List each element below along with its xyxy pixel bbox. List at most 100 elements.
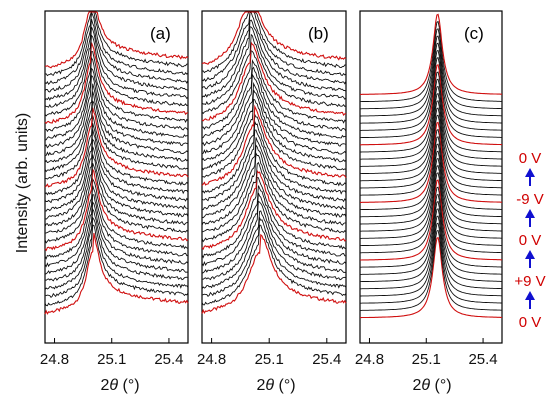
panel-a-trace-3: [44, 207, 189, 291]
panel-c-trace-18: [360, 107, 502, 189]
panel-b-trace-29: [201, 11, 347, 83]
panel-b-trace-6: [201, 185, 346, 267]
panel-c-trace-15: [360, 128, 502, 211]
panel-a-trace-6: [44, 185, 189, 268]
panel-c-trace-27: [360, 42, 502, 124]
panel-b-trace-27: [201, 19, 347, 99]
panel-b-trace-19: [201, 81, 347, 162]
panel-b-trace-23: [201, 49, 347, 130]
panel-a-trace-11: [44, 146, 189, 227]
panel-a-trace-26: [44, 26, 189, 108]
voltage-label-bottom: 0 V: [519, 314, 542, 331]
panel-c-x-tick-label: 25.1: [412, 351, 441, 368]
panel-c-trace-22: [360, 78, 502, 160]
panel-c-trace-29: [360, 28, 502, 110]
panel-c-trace-6: [360, 193, 502, 275]
panel-c-trace-1: [360, 229, 502, 311]
panel-a-trace-22: [44, 56, 189, 141]
panel-b-trace-15: [201, 112, 347, 194]
panel-a-trace-15: [44, 115, 189, 196]
panel-a-x-ticks: 24.8 25.1 25.4: [40, 338, 184, 368]
panel-a-trace-28: [44, 11, 189, 93]
panel-b-trace-11: [201, 144, 347, 226]
panel-b-trace-1: [201, 224, 347, 306]
panel-b-traces: [201, 11, 347, 315]
panel-b-trace-28: [201, 11, 347, 90]
panel-b-trace-22: [201, 59, 347, 139]
panel-c-trace-23: [360, 71, 502, 153]
panel-a-trace-31: [45, 11, 189, 69]
panel-c-trace-28: [360, 35, 502, 117]
panel-b: (b) 24.8 25.1 25.4 2θ (°): [197, 10, 347, 394]
panel-a-trace-18: [44, 91, 189, 173]
arrow-up-icon: [525, 291, 535, 309]
panel-a-trace-16: [44, 107, 189, 188]
panel-a-trace-19: [44, 83, 189, 164]
panel-b-x-axis-title: 2θ (°): [256, 377, 295, 394]
panel-a-x-tick-label: 25.4: [154, 351, 183, 368]
panel-c: (c) 24.8 25.1 25.4 2θ (°): [355, 10, 503, 394]
panel-b-tag: (b): [308, 24, 329, 43]
panel-b-trace-17: [201, 98, 347, 178]
panel-c-trace-5: [360, 200, 502, 283]
panel-c-frame: [359, 10, 503, 344]
panel-b-trace-14: [201, 121, 347, 202]
panel-a-tag: (a): [150, 24, 171, 43]
panel-b-trace-5: [201, 192, 347, 274]
panel-c-trace-3: [360, 215, 502, 297]
panel-a-trace-27: [44, 18, 189, 101]
panel-a-trace-12: [44, 138, 189, 220]
panel-a-trace-30: [44, 11, 188, 77]
panel-a-trace-5: [44, 194, 189, 275]
arrow-up-icon: [525, 209, 535, 227]
panel-a-trace-8: [44, 167, 189, 252]
panel-c-trace-16: [360, 121, 502, 203]
voltage-label-minus9: -9 V: [516, 191, 544, 208]
panel-b-trace-9: [201, 161, 347, 243]
panel-c-trace-14: [360, 136, 502, 218]
voltage-label-zero-mid: 0 V: [519, 232, 542, 249]
panel-b-trace-25: [201, 33, 347, 115]
panel-c-trace-0: [360, 236, 502, 319]
panel-b-trace-26: [201, 26, 347, 105]
panel-b-x-tick-label: 24.8: [197, 351, 226, 368]
arrow-up-icon: [525, 250, 535, 268]
panel-a-trace-17: [44, 100, 189, 180]
voltage-sequence: 0 V -9 V 0 V +9 V 0 V: [514, 150, 545, 331]
panel-a-trace-0: [44, 232, 189, 315]
panel-b-trace-13: [201, 129, 347, 211]
panel-a-trace-4: [44, 201, 189, 282]
panel-c-traces: [360, 13, 502, 319]
panel-c-trace-10: [360, 164, 502, 247]
panel-c-x-tick-label: 24.8: [355, 351, 384, 368]
panel-c-trace-31: [360, 13, 502, 95]
panel-c-trace-11: [360, 157, 502, 239]
panel-a-x-tick-label: 24.8: [40, 351, 69, 368]
panel-a-trace-25: [44, 34, 189, 117]
panel-b-trace-12: [201, 137, 347, 219]
panel-a-trace-13: [44, 129, 189, 212]
panel-a-trace-10: [44, 154, 189, 234]
panel-b-x-ticks: 24.8 25.1 25.4: [197, 338, 341, 368]
panel-c-trace-21: [360, 85, 502, 167]
panel-a-traces: [44, 11, 189, 315]
panel-c-trace-25: [360, 56, 502, 139]
panel-a-trace-24: [44, 42, 189, 124]
panel-a-trace-2: [44, 216, 189, 298]
panel-c-trace-7: [360, 186, 502, 268]
panel-b-trace-8: [201, 169, 347, 251]
panel-a: (a) 24.8 25.1 25.4 2θ (°): [40, 10, 189, 394]
panel-b-trace-30: [201, 11, 346, 74]
panel-b-trace-31: [201, 11, 347, 65]
panel-b-trace-21: [201, 66, 347, 147]
y-axis-title: Intensity (arb. units): [14, 113, 31, 254]
voltage-label-top: 0 V: [519, 150, 542, 167]
panel-c-trace-30: [360, 20, 502, 103]
panel-b-trace-7: [201, 176, 347, 259]
panel-c-trace-17: [360, 114, 502, 196]
panel-c-trace-12: [360, 150, 502, 232]
panel-a-trace-9: [44, 163, 189, 244]
panel-b-trace-0: [201, 233, 347, 315]
panel-c-x-axis-title: 2θ (°): [412, 377, 451, 394]
